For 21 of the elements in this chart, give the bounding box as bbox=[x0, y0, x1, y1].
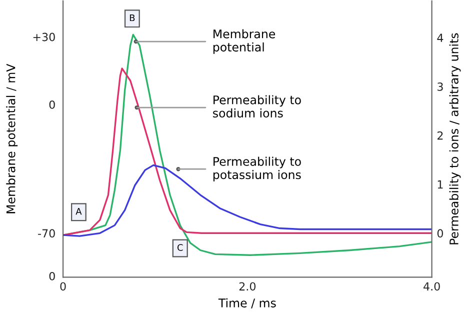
annotation: B bbox=[130, 14, 135, 22]
annotation: Permeability to potassium ions bbox=[213, 156, 301, 182]
annotation: Membrane potential bbox=[213, 29, 276, 54]
y-tick-label: 0 bbox=[437, 229, 444, 238]
x-tick-label: 4.0 bbox=[424, 282, 440, 291]
y-tick-label: 1 bbox=[438, 180, 443, 188]
y-tick-label: 4 bbox=[437, 34, 444, 42]
x-axis-title: Time / ms bbox=[218, 298, 276, 308]
text: 0 bbox=[49, 272, 55, 280]
y-tick-label: 3 bbox=[438, 82, 443, 91]
annotation: Permeability to sodium ions bbox=[213, 95, 301, 118]
text: +30 bbox=[33, 32, 55, 42]
x-tick-label: 2.0 bbox=[239, 282, 256, 291]
y-tick-label: 2 bbox=[437, 131, 443, 140]
y2-axis-title: Membrane potential / mV bbox=[6, 64, 18, 214]
y-axis-title: Permeability to ions / arbitrary units bbox=[449, 33, 461, 244]
text: 0 bbox=[49, 100, 55, 109]
annotation: A bbox=[76, 208, 82, 215]
x-tick-label: 0 bbox=[60, 282, 66, 291]
annotation: C bbox=[177, 244, 183, 251]
text: -70 bbox=[38, 229, 55, 238]
